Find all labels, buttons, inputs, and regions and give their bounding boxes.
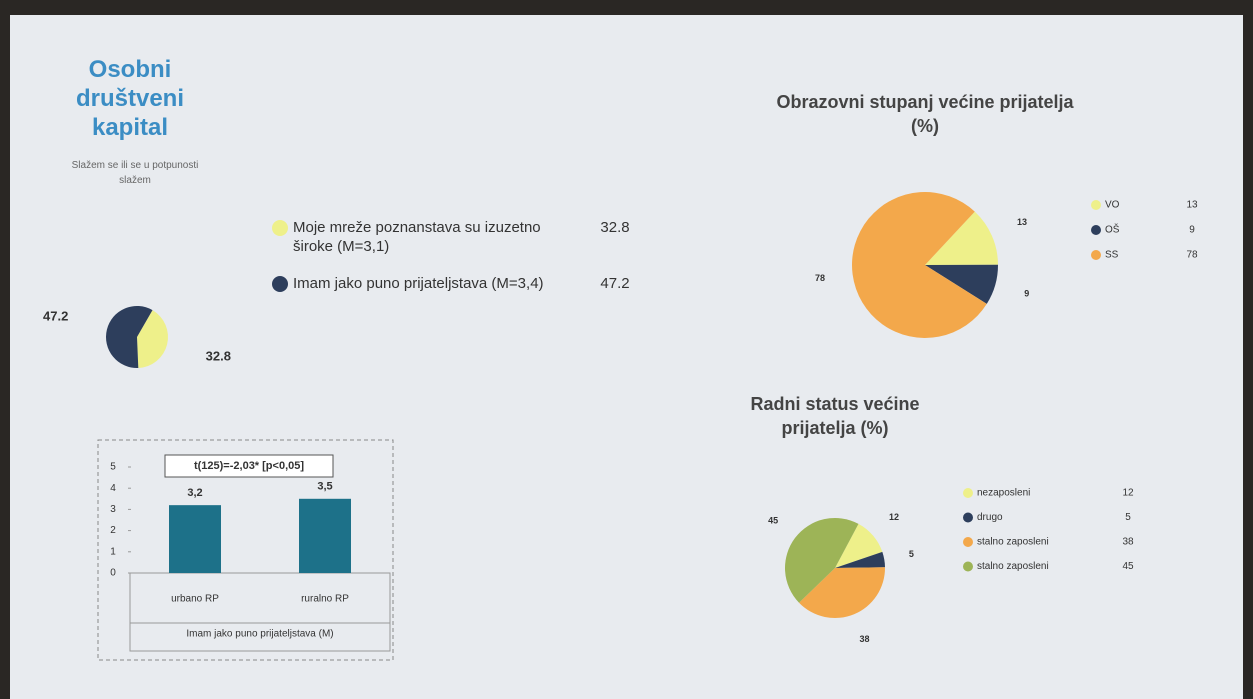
slice-label: 13 (1017, 217, 1027, 227)
slice-label: 38 (860, 634, 870, 644)
legend-label: stalno zaposleni (977, 561, 1049, 572)
y-tick-label: 4 (110, 483, 116, 494)
legend-label: Moje mreže poznanstava su izuzetno širok… (293, 219, 541, 255)
y-tick-label: 1 (110, 546, 116, 557)
value-label: 3,2 (187, 487, 202, 499)
y-tick-label: 5 (110, 462, 116, 473)
slice-label: 45 (768, 516, 778, 526)
legend-label: stalno zaposleni (977, 537, 1049, 548)
legend-label: VO (1105, 200, 1120, 211)
pie-slice (835, 523, 883, 568)
legend-label: SS (1105, 250, 1119, 261)
legend-value: 45 (1122, 561, 1134, 572)
pie-slice (925, 264, 998, 304)
y-tick-label: 3 (110, 504, 116, 515)
annotation-box (164, 454, 334, 478)
legend-marker (963, 561, 973, 572)
pie-slice (137, 310, 169, 368)
chart-title-box: Obrazovni stupanj većine prijatelja (%) (776, 92, 1074, 136)
y-tick-label: 2 (110, 525, 116, 536)
slice-label: 12 (889, 512, 899, 522)
legend-value: 78 (1186, 250, 1198, 261)
legend-marker (1091, 250, 1101, 260)
slice-label: 5 (909, 549, 914, 559)
legend-marker (1091, 225, 1101, 235)
legend-label: drugo (977, 512, 1003, 523)
legend-value: 12 (1122, 488, 1134, 499)
legend-label-box: Moje mreže poznanstava su izuzetno širok… (293, 219, 541, 255)
legend-marker (963, 488, 973, 498)
legend-value: 47.2 (600, 275, 629, 292)
bar (299, 498, 351, 573)
chart-subtitle-box: Slažem se ili se u potpunosti slažem (71, 160, 199, 186)
slice-label: 32.8 (206, 348, 231, 363)
legend-marker (272, 276, 288, 292)
legend-value: 5 (1125, 512, 1131, 523)
chart-title: Osobni društveni kapital (75, 56, 185, 141)
pie-slice (784, 518, 859, 603)
legend-value: 13 (1186, 200, 1198, 211)
legend-label: OŠ (1105, 223, 1120, 236)
bar (169, 505, 221, 573)
slice-label: 47.2 (43, 308, 68, 323)
chart-subtitle: Slažem se ili se u potpunosti slažem (71, 160, 199, 186)
chart-title: Obrazovni stupanj većine prijatelja (%) (776, 92, 1074, 136)
label-table (129, 572, 391, 652)
pie-slice (835, 551, 885, 568)
slice-label: 78 (815, 273, 825, 283)
chart-title-box: Osobni društveni kapital (75, 56, 185, 141)
legend-label-box: Imam jako puno prijateljstava (M=3,4) (293, 275, 544, 292)
chart-title-box: Radni status većine prijatelja (%) (750, 394, 920, 438)
value-label: 3,5 (317, 481, 332, 493)
legend-label: nezaposleni (977, 488, 1030, 499)
legend-marker (963, 537, 973, 547)
legend-value: 9 (1189, 225, 1195, 236)
legend-marker (272, 220, 288, 236)
legend-value: 38 (1122, 537, 1134, 548)
chart-title: Radni status većine prijatelja (%) (750, 394, 920, 438)
x-tick-label: urbano RP (171, 594, 219, 605)
pie-slice (925, 211, 998, 265)
pie-slice (106, 306, 153, 369)
slice-label: 9 (1024, 289, 1029, 299)
y-tick-label: 0 (110, 568, 116, 579)
legend-marker (1091, 200, 1101, 210)
x-tick-label: ruralno RP (301, 594, 349, 605)
pie-slice (852, 191, 987, 338)
bar-frame (97, 439, 394, 661)
legend-label: Imam jako puno prijateljstava (M=3,4) (293, 275, 544, 292)
annotation: t(125)=-2,03* [p<0,05] (194, 460, 304, 472)
x-axis-label: Imam jako puno prijateljstava (M) (186, 629, 333, 640)
pie-slice (799, 567, 885, 618)
panel (10, 15, 1243, 699)
legend-marker (963, 512, 973, 523)
legend-value: 32.8 (600, 219, 629, 236)
